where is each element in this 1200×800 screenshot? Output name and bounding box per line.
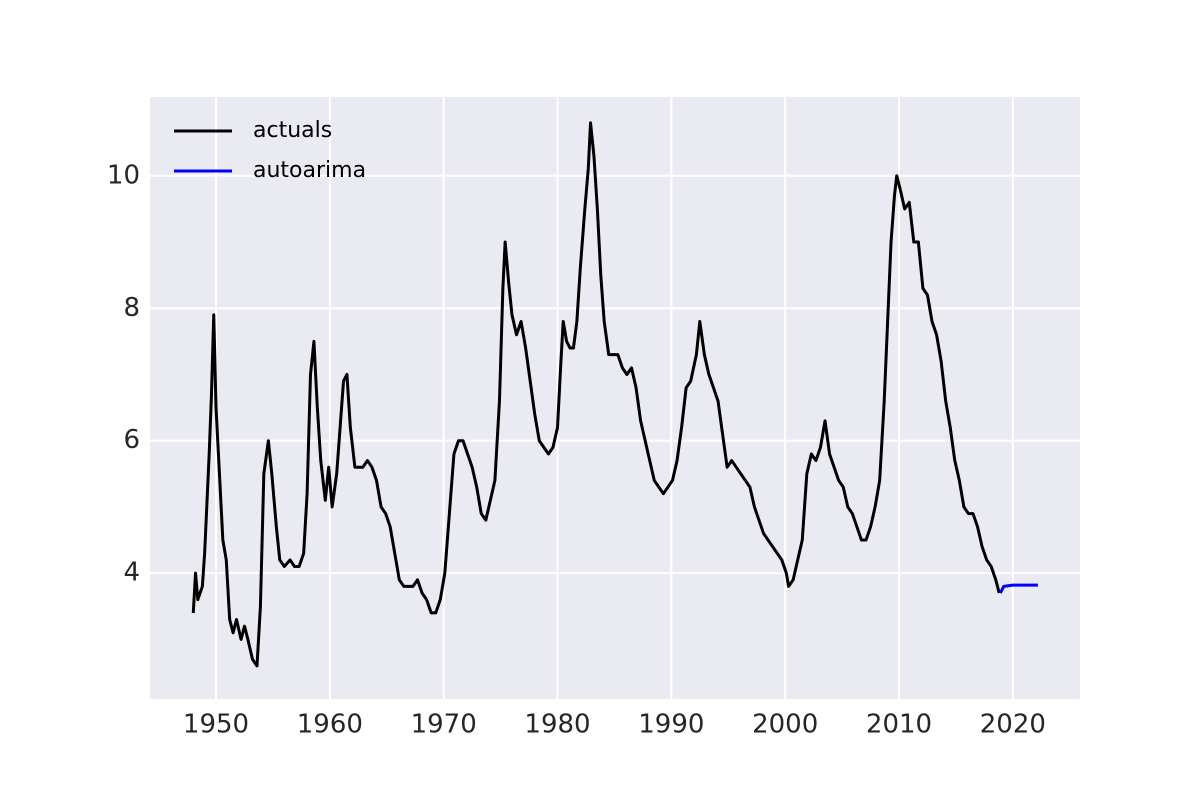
legend-label: autoarima — [253, 158, 366, 183]
y-tick-label: 10 — [107, 160, 140, 190]
x-tick-label: 1980 — [524, 710, 590, 740]
x-tick-label: 2010 — [866, 710, 932, 740]
x-tick-label: 1970 — [411, 710, 477, 740]
x-tick-label: 1960 — [297, 710, 363, 740]
y-tick-label: 8 — [123, 293, 140, 323]
series-line — [191, 121, 1001, 668]
legend-label: actuals — [253, 118, 332, 143]
y-tick-label: 4 — [123, 558, 140, 588]
x-tick-label: 2020 — [980, 710, 1046, 740]
series-line — [998, 583, 1038, 594]
x-tick-label: 2000 — [752, 710, 818, 740]
x-tick-label: 1950 — [183, 710, 249, 740]
x-tick-label: 1990 — [638, 710, 704, 740]
plot-area — [150, 97, 1080, 699]
y-tick-label: 6 — [123, 425, 140, 455]
